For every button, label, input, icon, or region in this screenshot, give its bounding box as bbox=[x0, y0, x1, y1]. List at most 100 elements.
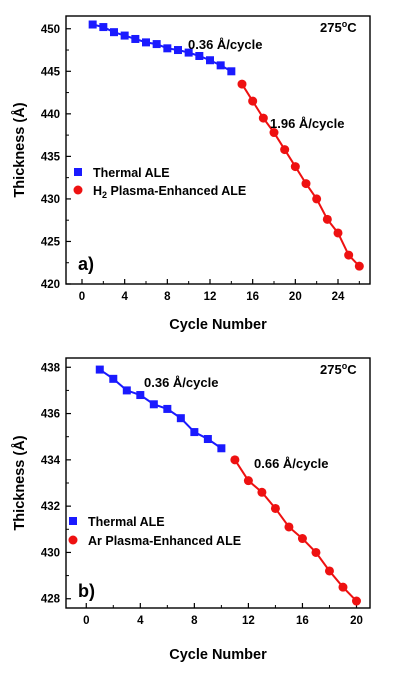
data-point-thermal bbox=[174, 46, 182, 55]
data-point-thermal bbox=[152, 40, 161, 49]
x-tick-label: 0 bbox=[83, 615, 89, 627]
data-point-plasma bbox=[338, 582, 348, 592]
plot-frame bbox=[65, 15, 371, 285]
data-point-plasma bbox=[351, 596, 361, 606]
legend-label-text: Thermal ALE bbox=[93, 166, 170, 180]
legend-label: Thermal ALE bbox=[93, 166, 170, 180]
y-tick-label: 428 bbox=[41, 594, 61, 606]
legend-marker-plasma bbox=[68, 535, 78, 545]
data-point-plasma bbox=[284, 522, 294, 532]
y-tick-label: 430 bbox=[41, 547, 60, 559]
data-point-thermal bbox=[149, 400, 158, 409]
rate-annotation: 0.66 Å/cycle bbox=[254, 456, 328, 471]
data-point-thermal bbox=[131, 34, 140, 43]
data-point-thermal bbox=[136, 391, 145, 400]
y-tick-label: 435 bbox=[41, 151, 61, 163]
x-tick-label: 12 bbox=[204, 291, 217, 303]
data-point-thermal bbox=[120, 31, 129, 40]
temperature-degree: o bbox=[342, 19, 348, 29]
x-tick-label: 4 bbox=[121, 291, 128, 303]
y-tick-label: 425 bbox=[41, 236, 61, 248]
data-point-thermal bbox=[227, 67, 236, 76]
rate-annotation: 1.96 Å/cycle bbox=[270, 116, 344, 131]
x-tick-label: 20 bbox=[350, 615, 363, 627]
y-tick-label: 438 bbox=[41, 362, 61, 374]
data-point-plasma bbox=[312, 194, 322, 204]
legend-label-text: Ar Plasma-Enhanced ALE bbox=[88, 534, 241, 548]
data-point-thermal bbox=[195, 51, 204, 60]
data-point-plasma bbox=[280, 145, 290, 155]
series-line-plasma bbox=[234, 459, 358, 602]
y-tick-label: 440 bbox=[41, 109, 60, 121]
legend-label: Ar Plasma-Enhanced ALE bbox=[88, 534, 241, 548]
x-axis-title: Cycle Number bbox=[169, 317, 267, 333]
data-point-thermal bbox=[163, 404, 172, 413]
data-point-plasma bbox=[344, 250, 354, 260]
x-tick-label: 8 bbox=[191, 615, 198, 627]
series-line-plasma bbox=[241, 83, 361, 267]
y-tick-label: 436 bbox=[41, 409, 60, 421]
series-line-thermal bbox=[99, 368, 222, 450]
data-point-thermal bbox=[99, 23, 108, 32]
temperature-label: 275oC bbox=[320, 19, 357, 35]
legend-label: Thermal ALE bbox=[88, 515, 165, 529]
legend-label-text: Plasma-Enhanced ALE bbox=[107, 184, 246, 198]
data-point-plasma bbox=[248, 96, 258, 106]
data-point-plasma bbox=[243, 476, 253, 486]
x-tick-label: 16 bbox=[246, 291, 259, 303]
data-point-thermal bbox=[109, 374, 118, 383]
x-tick-label: 8 bbox=[164, 291, 171, 303]
legend-label-text: Thermal ALE bbox=[88, 515, 165, 529]
y-axis-title: Thickness (Å) bbox=[11, 102, 28, 197]
data-point-plasma bbox=[297, 534, 307, 544]
temperature-value: 275 bbox=[320, 362, 342, 377]
temperature-unit: C bbox=[347, 20, 357, 35]
data-point-plasma bbox=[301, 179, 311, 189]
panel-label: b) bbox=[78, 581, 95, 601]
data-point-thermal bbox=[110, 28, 118, 37]
temperature-unit: C bbox=[347, 362, 357, 377]
data-point-plasma bbox=[333, 228, 343, 238]
x-axis-title: Cycle Number bbox=[169, 647, 267, 663]
legend-label-subscript: 2 bbox=[102, 190, 107, 200]
x-tick-label: 24 bbox=[332, 291, 345, 303]
legend-label: H2 Plasma-Enhanced ALE bbox=[93, 184, 246, 200]
data-point-plasma bbox=[237, 79, 247, 89]
data-point-thermal bbox=[184, 48, 193, 57]
data-point-thermal bbox=[88, 20, 97, 29]
legend-marker-plasma bbox=[73, 185, 83, 195]
data-point-thermal bbox=[176, 414, 185, 423]
data-point-thermal bbox=[206, 56, 214, 65]
data-point-plasma bbox=[311, 547, 321, 557]
data-point-plasma bbox=[354, 261, 364, 271]
legend-marker-thermal bbox=[69, 517, 77, 525]
data-point-thermal bbox=[217, 444, 226, 453]
chart-panel-b: 0 4 8 12 16 20 428 430 432 434 436 438 Cycle Number T… bbox=[11, 357, 371, 663]
data-point-thermal bbox=[216, 61, 225, 70]
chart-panel-a: 0 4 8 12 16 20 24 420 425 430 435 440 445 450 Cycle Nu… bbox=[11, 15, 371, 333]
data-point-plasma bbox=[269, 128, 279, 138]
x-tick-label: 4 bbox=[137, 615, 144, 627]
data-point-thermal bbox=[142, 38, 150, 47]
plot-frame bbox=[65, 357, 371, 609]
data-point-thermal bbox=[190, 428, 199, 437]
y-tick-label: 430 bbox=[41, 194, 60, 206]
data-point-plasma bbox=[270, 503, 280, 513]
y-tick-label: 450 bbox=[41, 24, 60, 36]
data-point-thermal bbox=[203, 435, 212, 444]
panel-label: a) bbox=[78, 254, 94, 274]
rate-annotation: 0.36 Å/cycle bbox=[188, 37, 262, 52]
data-point-plasma bbox=[257, 487, 267, 497]
x-tick-label: 20 bbox=[289, 291, 302, 303]
rate-annotation: 0.36 Å/cycle bbox=[144, 375, 218, 390]
data-point-thermal bbox=[163, 44, 172, 53]
y-tick-label: 434 bbox=[41, 455, 61, 467]
x-tick-label: 0 bbox=[79, 291, 85, 303]
data-point-plasma bbox=[322, 214, 332, 224]
data-point-plasma bbox=[290, 162, 300, 172]
y-tick-label: 432 bbox=[41, 501, 60, 513]
data-point-plasma bbox=[230, 455, 240, 465]
x-tick-label: 12 bbox=[242, 615, 255, 627]
data-point-thermal bbox=[95, 365, 104, 374]
